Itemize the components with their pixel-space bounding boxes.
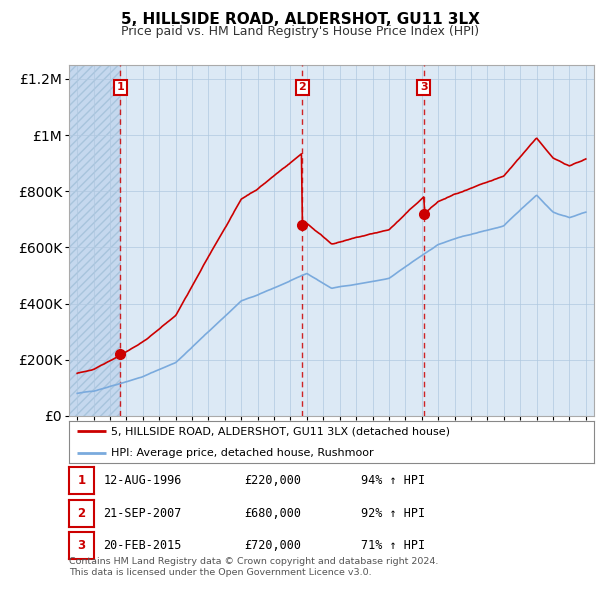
Text: 1: 1 [77,474,86,487]
Text: 20-FEB-2015: 20-FEB-2015 [103,539,182,552]
Bar [69,65,120,416]
Text: Price paid vs. HM Land Registry's House Price Index (HPI): Price paid vs. HM Land Registry's House … [121,25,479,38]
Text: 94% ↑ HPI: 94% ↑ HPI [361,474,425,487]
Text: 1: 1 [116,83,124,93]
Text: 5, HILLSIDE ROAD, ALDERSHOT, GU11 3LX (detached house): 5, HILLSIDE ROAD, ALDERSHOT, GU11 3LX (d… [111,427,450,436]
Text: £720,000: £720,000 [244,539,301,552]
Text: Contains HM Land Registry data © Crown copyright and database right 2024.: Contains HM Land Registry data © Crown c… [69,558,439,566]
Text: £220,000: £220,000 [244,474,301,487]
Text: 71% ↑ HPI: 71% ↑ HPI [361,539,425,552]
Text: This data is licensed under the Open Government Licence v3.0.: This data is licensed under the Open Gov… [69,568,371,577]
Text: 2: 2 [77,507,86,520]
Text: 5, HILLSIDE ROAD, ALDERSHOT, GU11 3LX: 5, HILLSIDE ROAD, ALDERSHOT, GU11 3LX [121,12,479,27]
Text: 2: 2 [298,83,306,93]
Text: 12-AUG-1996: 12-AUG-1996 [103,474,182,487]
Text: HPI: Average price, detached house, Rushmoor: HPI: Average price, detached house, Rush… [111,448,374,457]
Text: 3: 3 [420,83,428,93]
Text: 21-SEP-2007: 21-SEP-2007 [103,507,182,520]
Text: 92% ↑ HPI: 92% ↑ HPI [361,507,425,520]
Text: £680,000: £680,000 [244,507,301,520]
Text: 3: 3 [77,539,86,552]
